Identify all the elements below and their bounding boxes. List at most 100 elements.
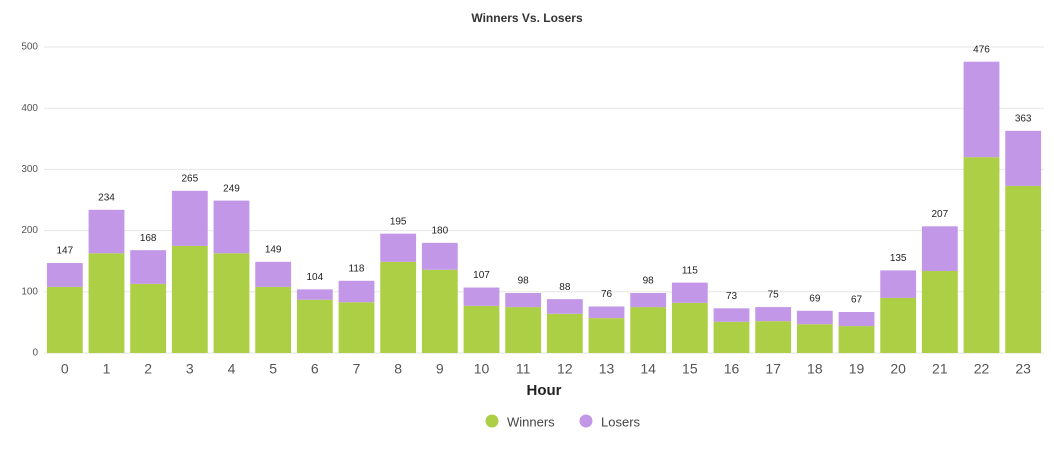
- bar-segment: [421, 269, 458, 353]
- x-tick-label: 21: [932, 361, 948, 377]
- bar-segment: [421, 242, 458, 270]
- x-tick-label: 17: [765, 361, 781, 377]
- x-tick-label: 5: [269, 361, 277, 377]
- x-axis-title: Hour: [527, 382, 562, 399]
- x-tick-label: 14: [640, 361, 656, 377]
- legend-marker[interactable]: [579, 414, 593, 428]
- bar-segment: [880, 297, 917, 353]
- x-tick-label: 13: [599, 361, 615, 377]
- total-label: 76: [601, 289, 613, 300]
- total-label: 234: [98, 192, 115, 203]
- bar-segment: [713, 321, 750, 353]
- bar-segment: [588, 306, 625, 319]
- x-tick-label: 23: [1015, 361, 1031, 377]
- bar-segment: [255, 286, 292, 353]
- bar-segment: [963, 157, 1000, 353]
- bar-segment: [546, 299, 583, 314]
- x-tick-label: 6: [311, 361, 319, 377]
- total-label: 207: [931, 209, 948, 220]
- bar-segment: [130, 283, 167, 353]
- y-tick-label: 300: [21, 164, 38, 175]
- bar-segment: [838, 326, 875, 353]
- bar-segment: [838, 311, 875, 327]
- total-label: 88: [559, 282, 571, 293]
- bar-segment: [755, 307, 792, 322]
- bar-segment: [88, 209, 125, 254]
- bar-segment: [713, 308, 750, 322]
- bar-segment: [1005, 185, 1042, 353]
- y-tick-label: 100: [21, 286, 38, 297]
- bar-segment: [921, 270, 958, 353]
- bar-segment: [213, 253, 250, 353]
- bar-segment: [505, 307, 542, 353]
- x-tick-label: 11: [516, 361, 531, 377]
- total-label: 147: [56, 246, 73, 257]
- total-label: 149: [265, 244, 282, 255]
- bar-segment: [1005, 130, 1042, 186]
- bar-segment: [546, 313, 583, 353]
- y-tick-label: 200: [21, 225, 38, 236]
- bar-segment: [463, 287, 500, 306]
- total-label: 195: [390, 216, 407, 227]
- x-tick-label: 20: [890, 361, 906, 377]
- x-tick-label: 9: [436, 361, 444, 377]
- bar-segment: [671, 302, 708, 353]
- bar-segment: [130, 250, 167, 284]
- x-tick-label: 18: [807, 361, 823, 377]
- bar-segment: [380, 261, 417, 353]
- x-tick-label: 10: [474, 361, 490, 377]
- total-label: 249: [223, 183, 240, 194]
- x-tick-label: 7: [353, 361, 361, 377]
- x-tick-label: 8: [394, 361, 402, 377]
- bar-segment: [171, 190, 208, 246]
- x-tick-label: 2: [144, 361, 152, 377]
- bar-segment: [46, 263, 83, 287]
- x-tick-label: 3: [186, 361, 194, 377]
- bar-segment: [171, 245, 208, 353]
- bar-segment: [588, 318, 625, 353]
- x-tick-label: 4: [228, 361, 236, 377]
- bar-segment: [505, 293, 542, 308]
- bar-segment: [880, 270, 917, 298]
- chart-title: Winners Vs. Losers: [471, 11, 583, 25]
- legend-marker[interactable]: [485, 414, 499, 428]
- total-label: 104: [306, 272, 323, 283]
- legend-label[interactable]: Losers: [601, 414, 641, 429]
- bar-segment: [921, 226, 958, 271]
- total-label: 69: [809, 293, 821, 304]
- bar-segment: [630, 307, 667, 353]
- total-label: 73: [726, 291, 738, 302]
- y-tick-label: 0: [32, 348, 38, 359]
- bar-segment: [463, 305, 500, 353]
- total-label: 118: [349, 263, 365, 274]
- total-label: 135: [890, 253, 907, 264]
- total-label: 75: [768, 290, 780, 301]
- bar-segment: [255, 261, 292, 287]
- x-tick-label: 1: [103, 361, 111, 377]
- total-label: 98: [643, 276, 655, 287]
- bar-segment: [796, 324, 833, 353]
- total-label: 98: [518, 276, 530, 287]
- bar-segment: [796, 310, 833, 325]
- legend-label[interactable]: Winners: [507, 414, 555, 429]
- bar-segment: [46, 286, 83, 353]
- x-tick-label: 19: [849, 361, 865, 377]
- bar-segment: [630, 293, 667, 308]
- total-label: 67: [851, 295, 863, 306]
- bar-segment: [296, 289, 333, 300]
- bar-segment: [338, 280, 375, 303]
- total-label: 107: [473, 270, 490, 281]
- total-label: 115: [682, 265, 698, 276]
- total-label: 363: [1015, 113, 1032, 124]
- bar-segment: [338, 302, 375, 353]
- total-label: 476: [973, 44, 990, 55]
- x-tick-label: 15: [682, 361, 698, 377]
- x-tick-label: 12: [557, 361, 573, 377]
- total-label: 168: [140, 233, 157, 244]
- bar-segment: [963, 61, 1000, 158]
- bar-segment: [671, 282, 708, 303]
- bar-segment: [88, 253, 125, 353]
- total-label: 180: [431, 225, 448, 236]
- bar-segment: [380, 233, 417, 262]
- bar-segment: [296, 299, 333, 353]
